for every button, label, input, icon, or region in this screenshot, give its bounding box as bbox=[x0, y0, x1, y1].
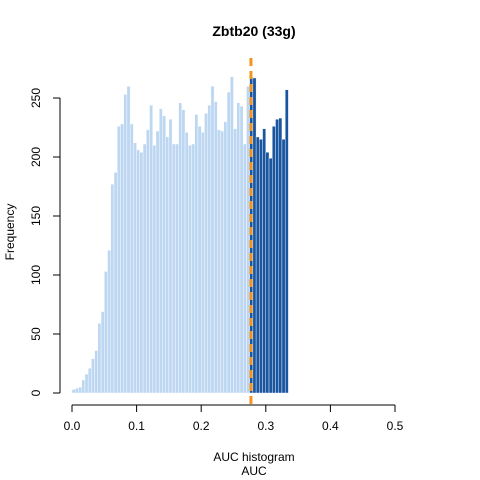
histogram-bar bbox=[178, 102, 183, 394]
histogram-bar bbox=[149, 104, 153, 394]
histogram-bar bbox=[265, 152, 270, 394]
y-axis: 0 50 100 150 200 250 bbox=[29, 88, 61, 396]
histogram-bar bbox=[110, 183, 115, 394]
x-tick-label: 0.5 bbox=[387, 419, 404, 433]
histogram-bar bbox=[152, 144, 157, 394]
y-tick-label: 150 bbox=[29, 206, 43, 226]
histogram-bar bbox=[84, 373, 89, 394]
histogram-bar bbox=[117, 126, 121, 394]
histogram-bar bbox=[120, 123, 124, 394]
histogram-bar bbox=[255, 136, 260, 394]
histogram-bar bbox=[78, 386, 82, 394]
y-tick-label: 200 bbox=[29, 147, 43, 167]
histogram-bar bbox=[194, 114, 199, 394]
histogram-bar bbox=[71, 389, 76, 394]
histogram-bar bbox=[126, 85, 131, 394]
histogram-bar bbox=[210, 85, 215, 394]
histogram-bar bbox=[242, 143, 247, 394]
histogram-bar bbox=[100, 311, 105, 394]
histogram-bar bbox=[171, 143, 176, 394]
x-tick-label: 0.1 bbox=[128, 419, 145, 433]
histogram-bar bbox=[175, 143, 179, 394]
histogram-bar bbox=[146, 129, 150, 394]
x-axis-label: AUC histogram bbox=[213, 450, 294, 464]
histogram-bar bbox=[233, 128, 237, 394]
x-axis-sublabel: AUC bbox=[241, 464, 267, 478]
histogram-bar bbox=[113, 172, 118, 394]
histogram-bar bbox=[207, 104, 212, 394]
x-tick-label: 0.3 bbox=[257, 419, 274, 433]
histogram-bar bbox=[91, 358, 95, 394]
histogram-bar bbox=[259, 139, 263, 394]
histogram-bar bbox=[252, 77, 257, 394]
histogram-bar bbox=[136, 149, 141, 394]
histogram-bar bbox=[213, 101, 218, 394]
y-axis-label: Frequency bbox=[3, 204, 17, 261]
histogram-bar bbox=[107, 250, 111, 394]
histogram-bar bbox=[204, 113, 208, 394]
histogram-bar bbox=[262, 128, 267, 394]
histogram-bar bbox=[159, 108, 163, 394]
histogram-bar bbox=[200, 132, 205, 394]
histogram-bar bbox=[197, 126, 202, 394]
histogram-bar bbox=[104, 271, 108, 394]
histogram-bar bbox=[181, 109, 186, 394]
histogram-bar bbox=[123, 94, 128, 394]
histogram-bar bbox=[272, 126, 276, 394]
histogram-bar bbox=[217, 129, 221, 394]
histogram-bar bbox=[184, 132, 189, 394]
histogram-bar bbox=[220, 130, 225, 394]
histogram-bar bbox=[155, 130, 160, 394]
y-tick-label: 50 bbox=[29, 327, 43, 341]
histogram-bar bbox=[246, 85, 250, 394]
histogram-bar bbox=[168, 119, 173, 394]
histogram-bar bbox=[165, 136, 170, 394]
x-axis: 0.0 0.1 0.2 0.3 0.4 0.5 bbox=[64, 404, 404, 433]
x-tick-label: 0.0 bbox=[64, 419, 81, 433]
histogram-bar bbox=[139, 152, 144, 394]
x-tick-label: 0.4 bbox=[322, 419, 339, 433]
histogram-bar bbox=[223, 121, 228, 394]
histogram-bar bbox=[81, 379, 86, 394]
histogram-bar bbox=[129, 123, 134, 394]
y-tick-label: 100 bbox=[29, 265, 43, 285]
histogram-bar bbox=[239, 106, 244, 394]
histogram-bar bbox=[87, 368, 92, 394]
histogram-bar bbox=[226, 91, 231, 394]
histogram-bar bbox=[275, 119, 279, 394]
histogram-bar bbox=[188, 144, 192, 394]
histogram-bar bbox=[230, 76, 234, 394]
x-tick-label: 0.2 bbox=[193, 419, 210, 433]
y-tick-label: 0 bbox=[29, 389, 43, 396]
histogram-bar bbox=[75, 388, 79, 394]
histogram-bar bbox=[236, 102, 241, 394]
chart-title: Zbtb20 (33g) bbox=[212, 23, 295, 39]
histogram-bar bbox=[281, 139, 286, 394]
histogram-bar bbox=[94, 350, 99, 394]
histogram-bar bbox=[133, 142, 137, 394]
histogram-bar bbox=[284, 89, 289, 394]
histogram-bar bbox=[278, 117, 283, 394]
histogram-bar bbox=[162, 115, 166, 394]
histogram-bars bbox=[71, 76, 289, 394]
histogram-bar bbox=[142, 143, 147, 394]
histogram-bar bbox=[97, 323, 102, 394]
histogram-bar bbox=[268, 157, 273, 394]
y-tick-label: 250 bbox=[29, 88, 43, 108]
histogram-bar bbox=[191, 143, 195, 394]
